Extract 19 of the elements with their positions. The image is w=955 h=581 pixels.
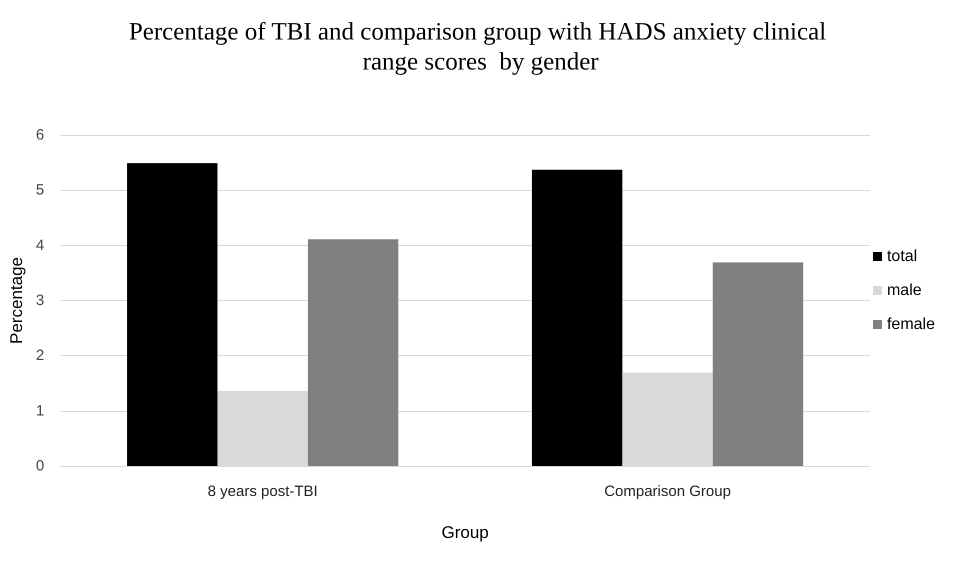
- y-tick-label: 2: [36, 347, 44, 364]
- chart-title: Percentage of TBI and comparison group with HADS anxiety clinical range scores by gender: [128, 18, 826, 76]
- legend-label: male: [886, 282, 922, 299]
- y-axis-title: Percentage: [7, 257, 26, 344]
- y-tick-label: 1: [36, 402, 44, 420]
- y-tick-label: 6: [36, 126, 44, 144]
- x-axis-title: Group: [441, 523, 489, 542]
- bar: [532, 170, 622, 466]
- x-tick-label: Comparison Group: [604, 483, 731, 500]
- x-tick-label: 8 years post-TBI: [208, 483, 318, 500]
- bar: [712, 262, 804, 466]
- bar: [127, 163, 218, 466]
- y-tick-label: 5: [36, 182, 44, 199]
- y-tick-label: 3: [36, 292, 44, 309]
- legend-label: total: [886, 248, 918, 265]
- legend-label: female: [886, 316, 936, 333]
- y-tick-label: 0: [36, 458, 44, 474]
- y-tick-label: 4: [36, 236, 44, 254]
- bar: [308, 239, 398, 466]
